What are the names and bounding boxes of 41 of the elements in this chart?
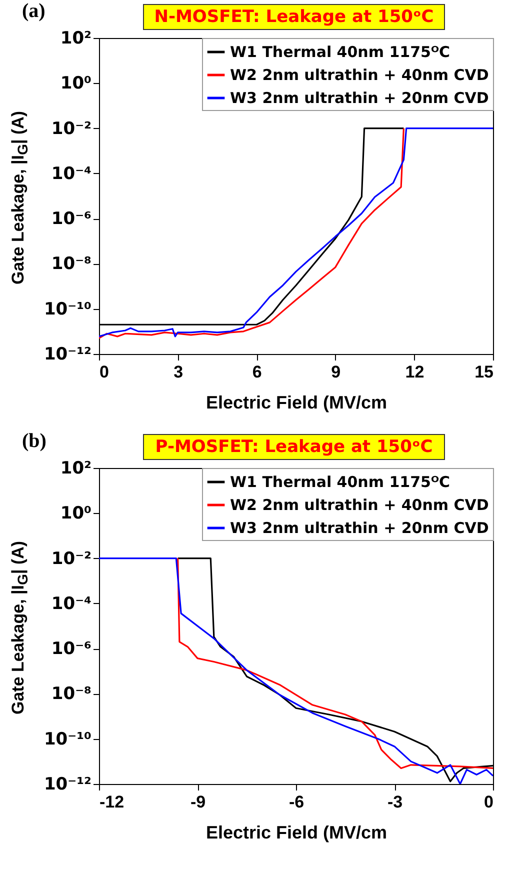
x-tick-label: 12 <box>405 362 424 382</box>
legend-label: W2 2nm ultrathin + 40nm CVD <box>230 496 489 514</box>
x-tick-label: 0 <box>484 792 494 812</box>
x-tick-label: 15 <box>474 362 494 382</box>
x-axis-title: Electric Field (MV/cm <box>206 822 388 842</box>
x-tick-label: 6 <box>252 362 262 382</box>
legend-label: W1 Thermal 40nm 1175ᴼC <box>230 473 450 491</box>
y-tick-label: 10⁻⁸ <box>51 684 92 704</box>
y-tick-label: 10⁻² <box>51 548 92 569</box>
x-tick-label: -6 <box>288 792 304 812</box>
y-tick-label: 10⁻² <box>51 118 92 139</box>
x-axis-title: Electric Field (MV/cm <box>206 392 388 412</box>
text: (b) <box>22 430 46 453</box>
y-tick-label: 10⁻⁴ <box>51 164 92 184</box>
text: (a) <box>22 0 46 23</box>
x-tick-label: -9 <box>190 792 206 812</box>
chart-title: N-MOSFET: Leakage at 150ᵒC <box>143 4 445 30</box>
y-tick-label: 10⁻⁶ <box>51 639 92 660</box>
y-tick-label: 10⁻⁶ <box>51 209 92 230</box>
x-tick-label: 0 <box>100 362 109 382</box>
y-tick-label: 10⁰ <box>60 504 92 524</box>
legend-label: W1 Thermal 40nm 1175ᴼC <box>230 43 450 61</box>
y-tick-label: 10⁻⁴ <box>51 594 92 614</box>
chart-title: P-MOSFET: Leakage at 150ᵒC <box>143 434 445 460</box>
legend-label: W3 2nm ultrathin + 20nm CVD <box>230 519 489 537</box>
y-tick-label: 10² <box>60 28 92 48</box>
legend-label: W3 2nm ultrathin + 20nm CVD <box>230 89 489 107</box>
x-tick-label: -12 <box>100 792 124 812</box>
y-tick-label: 10⁻¹⁰ <box>44 299 92 320</box>
x-tick-label: 9 <box>331 362 341 382</box>
x-tick-label: 3 <box>174 362 184 382</box>
y-tick-label: 10⁰ <box>60 74 92 94</box>
y-tick-label: 10² <box>60 458 92 478</box>
y-tick-label: 10⁻⁸ <box>51 254 92 274</box>
line-series <box>99 557 493 784</box>
x-tick-label: -3 <box>387 792 403 812</box>
y-tick-label: 10⁻¹² <box>44 774 92 794</box>
line-series <box>99 127 493 338</box>
y-tick-label: 10⁻¹⁰ <box>44 729 92 750</box>
legend-label: W2 2nm ultrathin + 40nm CVD <box>230 66 489 84</box>
y-tick-label: 10⁻¹² <box>44 344 92 364</box>
